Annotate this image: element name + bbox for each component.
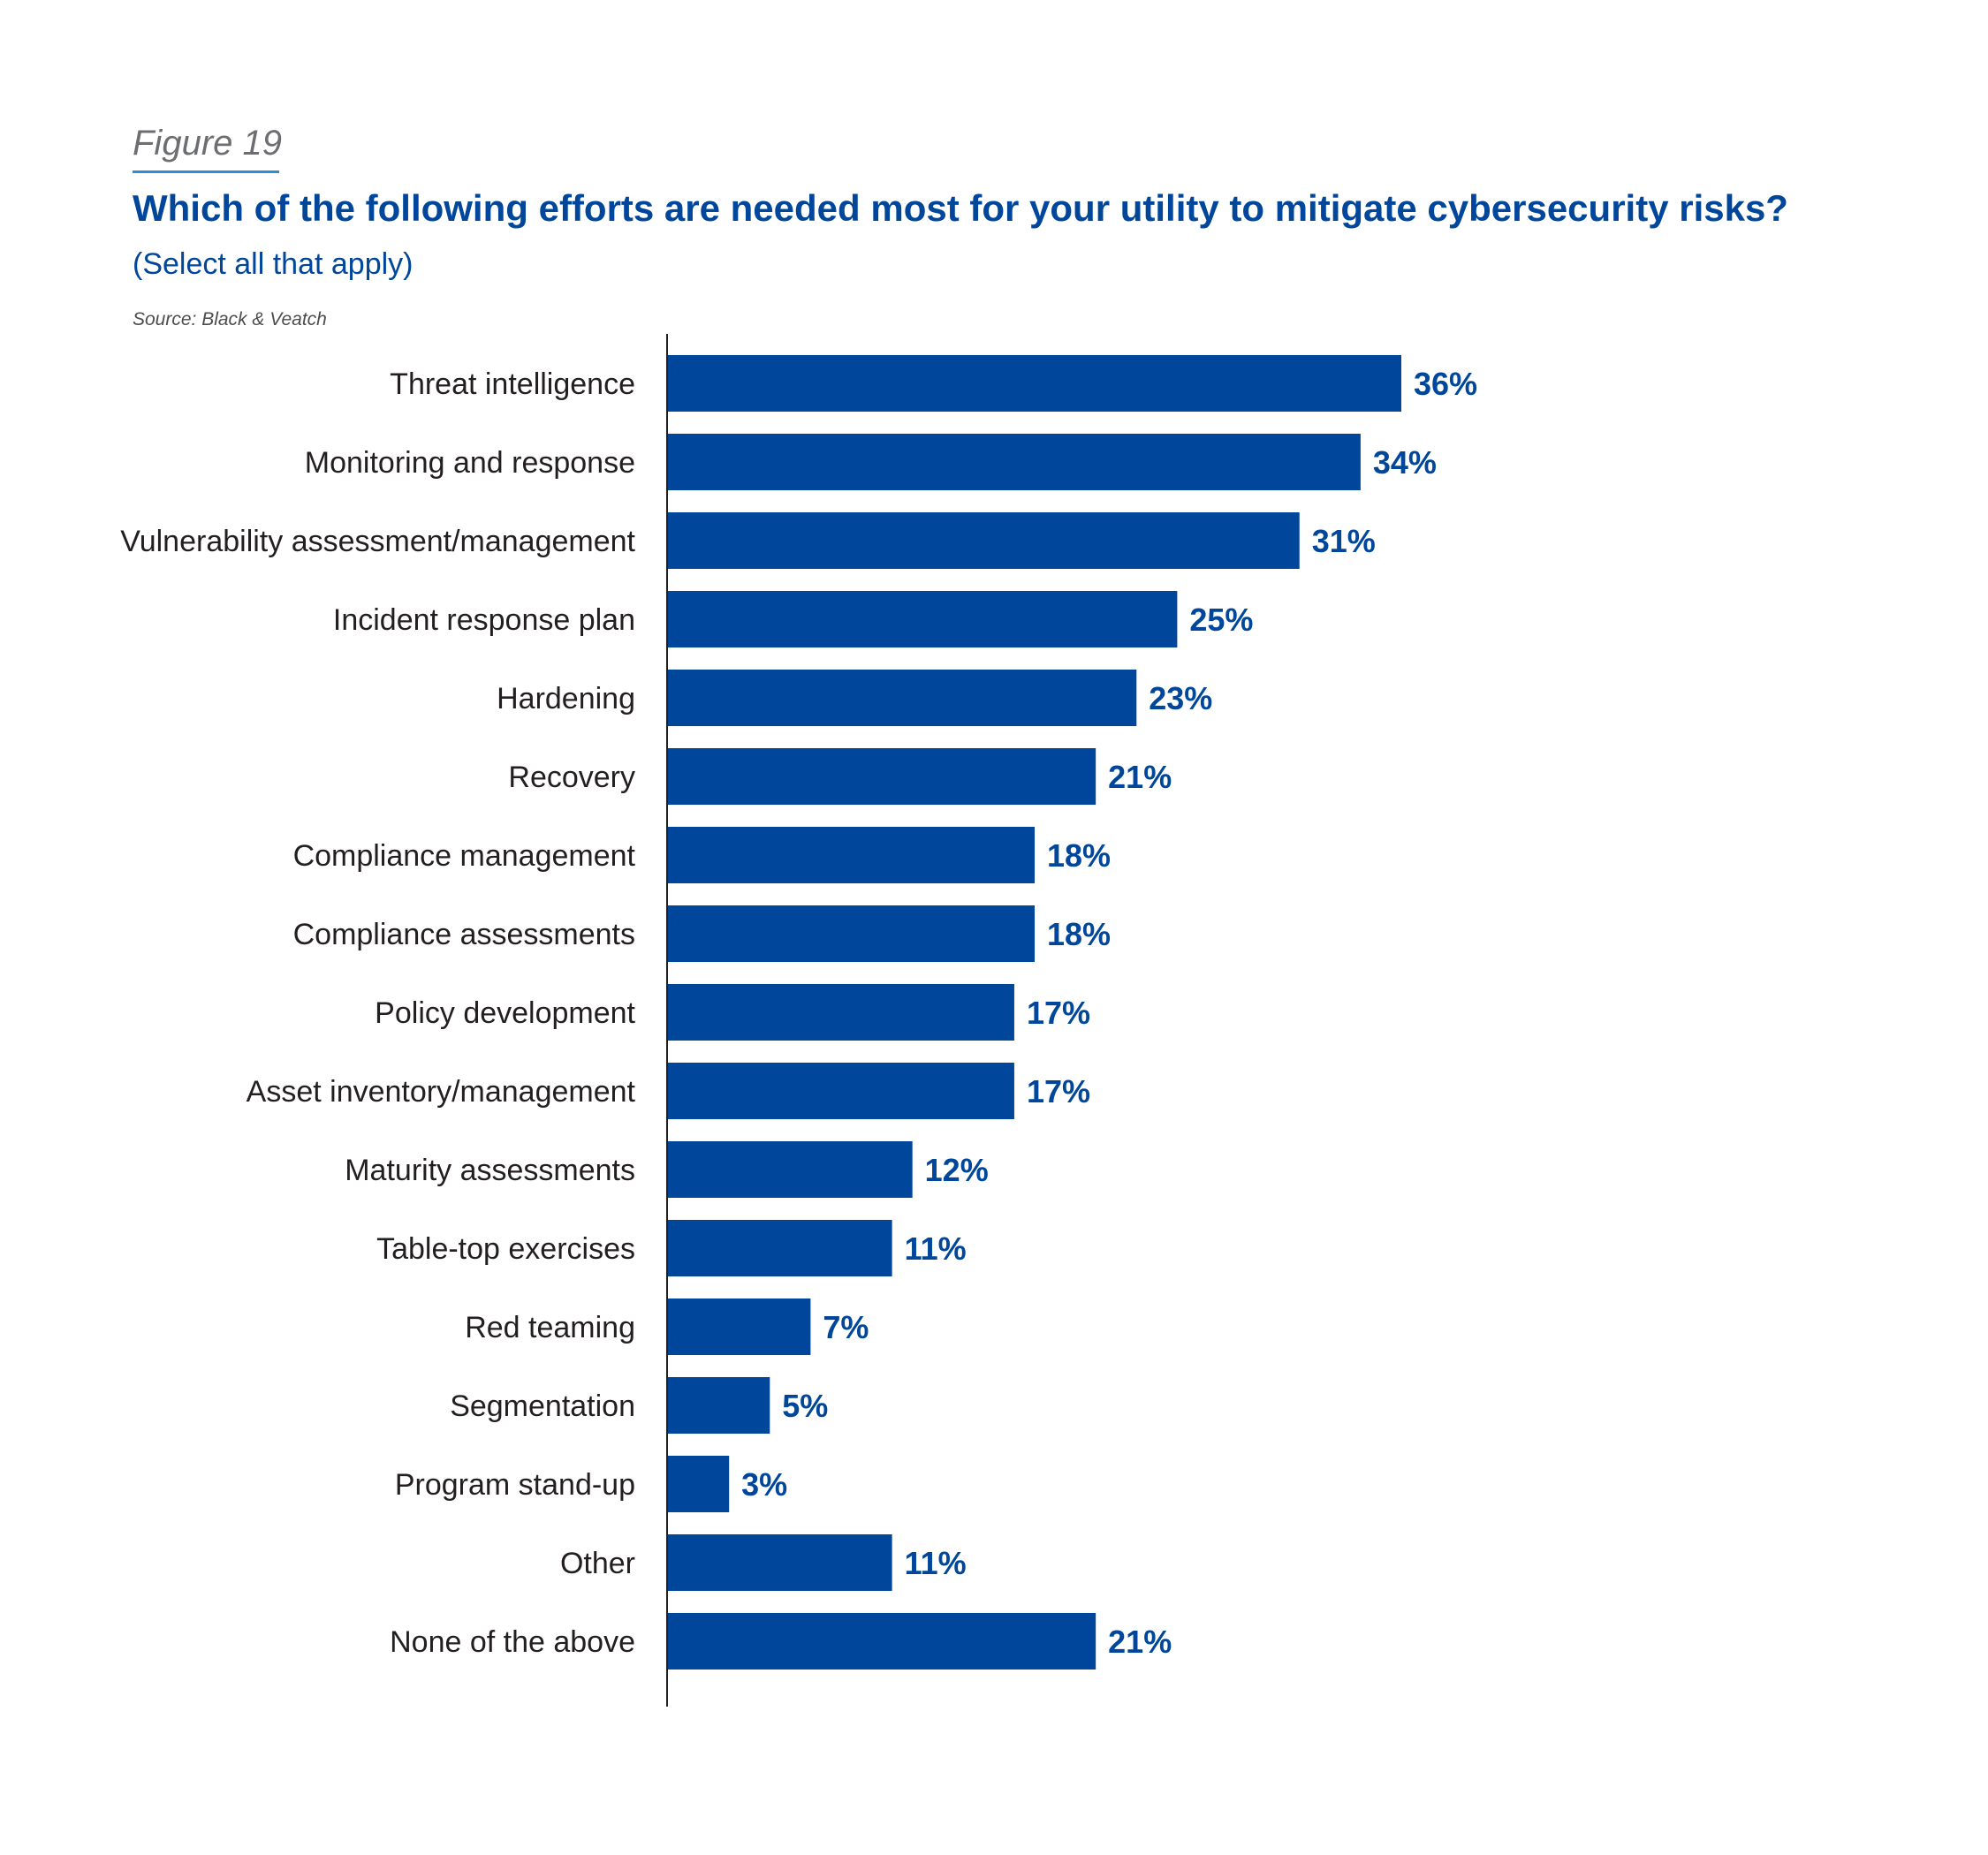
category-label: Incident response plan — [333, 603, 635, 637]
value-label: 18% — [1047, 916, 1111, 952]
value-label: 18% — [1047, 837, 1111, 874]
bar — [668, 434, 1361, 490]
category-label: None of the above — [390, 1625, 635, 1659]
value-label: 17% — [1027, 1073, 1090, 1109]
value-label: 7% — [823, 1309, 869, 1345]
chart-subtitle: (Select all that apply) — [133, 247, 414, 281]
category-label: Program stand-up — [395, 1468, 635, 1502]
bar — [668, 670, 1137, 726]
bar — [668, 1456, 730, 1512]
category-label: Vulnerability assessment/management — [120, 525, 635, 558]
bar — [668, 1298, 811, 1355]
value-label: 21% — [1108, 1624, 1172, 1660]
bar — [668, 984, 1014, 1041]
value-label: 23% — [1149, 680, 1212, 716]
value-label: 12% — [925, 1152, 989, 1188]
bar — [668, 1613, 1096, 1670]
category-label: Table-top exercises — [376, 1232, 635, 1266]
chart-source: Source: Black & Veatch — [133, 309, 327, 329]
bar — [668, 1063, 1014, 1119]
category-label: Compliance assessments — [293, 918, 635, 951]
figure-label-underline — [133, 170, 279, 173]
category-label: Monitoring and response — [305, 446, 635, 480]
value-label: 11% — [905, 1230, 967, 1267]
value-label: 31% — [1312, 523, 1376, 559]
category-label: Other — [560, 1547, 635, 1580]
value-label: 21% — [1108, 759, 1172, 795]
bar — [668, 1141, 913, 1198]
bar — [668, 1377, 770, 1434]
bar — [668, 1534, 892, 1591]
category-label: Maturity assessments — [345, 1154, 635, 1187]
bar — [668, 1220, 892, 1276]
category-label: Segmentation — [450, 1389, 635, 1423]
bar — [668, 827, 1035, 883]
value-label: 34% — [1373, 444, 1437, 481]
value-label: 25% — [1189, 602, 1253, 638]
chart-title: Which of the following efforts are neede… — [133, 187, 1788, 229]
bar — [668, 512, 1300, 569]
category-label: Asset inventory/management — [247, 1075, 636, 1109]
category-label: Policy development — [375, 996, 635, 1030]
category-label: Threat intelligence — [390, 367, 635, 401]
value-label: 5% — [782, 1388, 828, 1424]
category-label: Hardening — [497, 682, 635, 716]
category-label: Recovery — [508, 761, 635, 794]
bar — [668, 905, 1035, 962]
bar — [668, 355, 1401, 412]
value-label: 17% — [1027, 995, 1090, 1031]
value-label: 3% — [741, 1466, 787, 1503]
bar — [668, 591, 1178, 647]
category-label: Red teaming — [465, 1311, 635, 1344]
value-label: 36% — [1414, 366, 1477, 402]
bar — [668, 748, 1096, 805]
figure-label: Figure 19 — [133, 124, 282, 163]
category-label: Compliance management — [293, 839, 636, 873]
value-label: 11% — [905, 1545, 967, 1581]
